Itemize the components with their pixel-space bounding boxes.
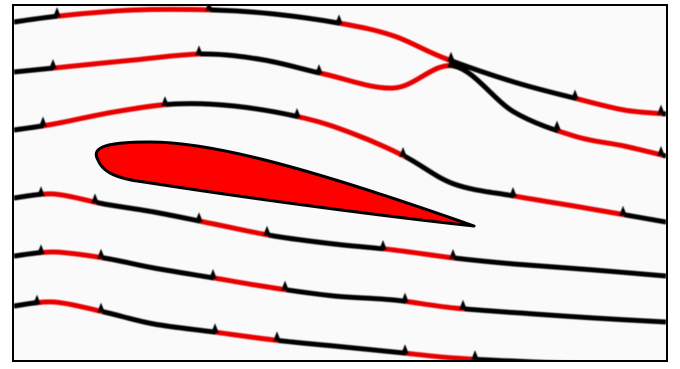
streamline-1-kink-6 [657,104,665,115]
streamline-6-kink-6 [471,350,479,360]
streamline-3-segment-2 [44,102,166,129]
streamline-6-kink-5 [401,344,409,355]
streamline-6-segment-4 [216,329,278,343]
streamline-3-segment-6 [514,193,624,218]
streamline-2-kink-2 [195,45,203,56]
streamline-2-segment-6 [558,128,662,158]
streamline-5-kink-6 [459,299,467,310]
streamline-6-kink-1 [33,294,41,305]
streamline-6-segment-3 [102,308,216,335]
streamline-2-segment-5 [452,63,558,134]
diagram-frame [12,4,668,362]
streamline-3-kink-1 [39,116,47,127]
airflow-diagram [14,6,666,360]
streamline-5-kink-2 [97,248,105,259]
streamline-6-kink-2 [97,302,105,313]
streamline-1-segment-4 [340,20,452,64]
streamline-5-segment-7 [464,306,666,325]
streamline-5-kink-4 [281,280,289,291]
streamline-6-segment-2 [38,299,102,315]
streamline-3-kink-5 [509,187,517,197]
streamline-6-segment-5 [278,337,406,356]
airfoil-shape [94,140,476,228]
streamline-1-kink-3 [335,14,343,25]
streamline-4-kink-1 [37,186,45,197]
streamline-4-segment-5 [268,232,384,252]
streamline-4-segment-3 [96,199,200,224]
streamline-6-kink-3 [211,323,219,334]
streamline-2-kink-1 [49,59,57,69]
streamline-2-kink-6 [657,146,665,157]
streamline-5-kink-3 [209,269,217,279]
streamline-1-segment-2 [58,6,210,19]
streamline-3-segment-4 [298,114,404,159]
streamline-4-kink-5 [379,240,387,250]
streamline-6-segment-6 [406,350,476,360]
streamline-4-kink-6 [449,249,457,259]
streamline-5-kink-5 [401,292,409,303]
streamline-2-segment-4 [320,63,452,91]
streamline-6-kink-4 [273,331,281,342]
streamline-2-segment-7 [662,152,666,159]
streamline-3-kink-6 [619,205,627,216]
streamline-2-segment-1 [14,65,54,75]
streamline-4-segment-7 [454,255,666,279]
streamline-2-kink-5 [553,120,561,131]
streamline-4-kink-4 [263,225,271,236]
streamline-group [14,6,666,360]
streamline-3-kink-4 [399,147,407,157]
streamline-1-kink-1 [53,7,61,18]
streamline-1-kink-2 [205,6,213,11]
streamline-1-kink-4 [447,51,455,62]
streamline-5-segment-5 [286,287,406,304]
streamline-2-kink-4 [447,57,455,68]
streamline-4-kink-2 [91,193,99,204]
streamline-3-kink-3 [293,107,301,118]
streamline-2-segment-2 [54,51,200,71]
streamline-4-kink-3 [195,212,203,223]
streamline-2-kink-3 [315,64,323,75]
streamline-5-kink-1 [37,244,45,255]
streamline-3-kink-2 [161,96,169,107]
streamline-6-segment-7 [476,356,548,360]
streamline-6-segment-1 [14,300,38,309]
streamline-2-segment-3 [200,51,320,76]
streamline-1-kink-5 [571,89,579,100]
